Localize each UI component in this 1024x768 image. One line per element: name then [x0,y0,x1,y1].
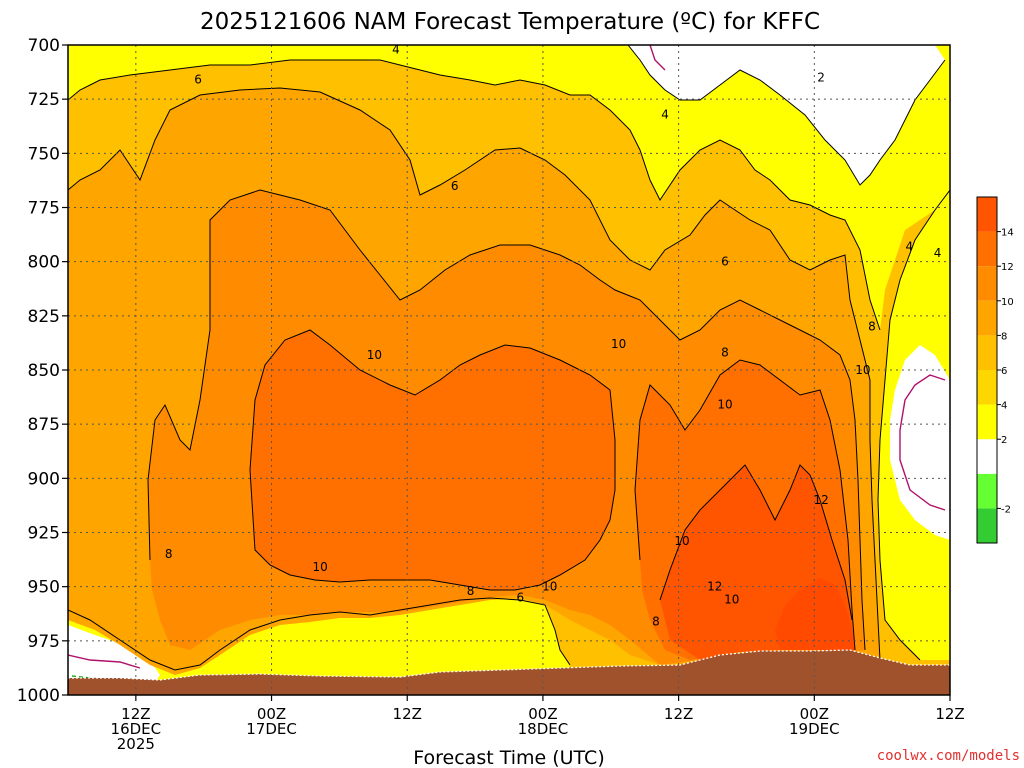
colorbar-label: 4 [1001,401,1007,412]
x-tick-label: 00Z [257,705,286,723]
colorbar-segment [977,197,997,232]
colorbar-label: 10 [1001,297,1014,308]
contour-label: 10 [724,593,739,607]
y-tick-label: 1000 [17,686,60,706]
chart-title: 2025121606 NAM Forecast Temperature (ºC)… [200,9,820,35]
contour-label: 12 [707,580,722,594]
terrain-edge [68,649,950,681]
x-tick-label: 12Z [935,705,964,723]
colorbar-segment [977,508,997,543]
y-tick-label: 725 [28,90,60,110]
y-tick-label: 925 [28,524,60,544]
magenta-zero-lines [68,45,946,669]
grid-lines [68,45,950,695]
band-2-4-top [68,45,950,330]
y-tick-label: 825 [28,307,60,327]
band-14-16 [775,578,855,650]
colorbar-segment [977,404,997,440]
band-10-12 [250,330,615,590]
y-tick-label: 850 [28,361,60,381]
contour-label: 10 [367,348,382,362]
colorbar-label: 14 [1001,228,1014,239]
colorbar-segment [977,231,997,267]
y-tick-label: 950 [28,578,60,598]
colorbar-label: 8 [1001,331,1007,342]
contour-label: 4 [392,42,400,56]
contour-label: 10 [313,560,328,574]
terrain [68,650,950,695]
x-tick-label: 00Z [800,705,829,723]
contour-label: 8 [868,320,876,334]
contour-label: 8 [721,346,729,360]
y-axis: 700 725 750 775 800 825 850 875 900 925 950 975 1000 [17,36,68,706]
contour-label: 8 [652,614,660,628]
x-tick-label: 17DEC [246,720,297,738]
contour-label: 10 [611,337,626,351]
colorbar-segment [977,370,997,405]
contour-lines [68,45,950,671]
contour-label: 6 [516,591,524,605]
x-tick-label: 18DEC [518,720,569,738]
contour-label: 10 [542,580,557,594]
colorbar-segment [977,266,997,301]
contour-label: 8 [467,584,475,598]
contour-label: 6 [721,255,729,269]
band-0-2-top [628,45,945,185]
colorbar-label: -2 [1001,504,1011,515]
contour-label: 6 [451,179,459,193]
x-tick-label: 2025 [117,735,155,753]
contour-label: 12 [813,493,828,507]
y-tick-label: 975 [28,632,60,652]
contour-label: 10 [855,363,870,377]
contour-label: 4 [934,246,942,260]
contour-label: 6 [194,73,202,87]
y-tick-label: 700 [28,36,60,56]
y-tick-label: 875 [28,415,60,435]
contour-label: 4 [905,240,913,254]
contour-label: 10 [717,398,732,412]
x-tick-label: 19DEC [789,720,840,738]
colorbar-segment [977,335,997,370]
colorbar-label: 2 [1001,435,1007,446]
x-tick-label: 12Z [393,705,422,723]
x-tick-label: 12Z [121,705,150,723]
y-tick-label: 900 [28,469,60,489]
colorbar-segment [977,473,997,509]
colorbar: -2 2 4 6 8 10 12 14 [976,196,1014,544]
y-tick-label: 800 [28,253,60,273]
x-tick-label: 00Z [528,705,557,723]
x-tick-label: 16DEC [111,720,162,738]
x-tick-label: 12Z [664,705,693,723]
band-0-2-left [68,625,160,690]
x-axis-label: Forecast Time (UTC) [413,747,604,768]
contour-label: 8 [165,547,173,561]
contour-label: 2 [817,71,825,85]
colorbar-label: 6 [1001,366,1007,377]
y-tick-label: 775 [28,199,60,219]
credit-text: coolwx.com/models [877,748,1020,764]
band-0-2-right [890,345,950,540]
y-tick-label: 750 [28,144,60,164]
contour-label: 10 [674,534,689,548]
colorbar-label: 12 [1001,262,1014,273]
colorbar-segment [977,300,997,336]
contour-label: 4 [661,107,669,121]
colorbar-segment [977,439,997,474]
